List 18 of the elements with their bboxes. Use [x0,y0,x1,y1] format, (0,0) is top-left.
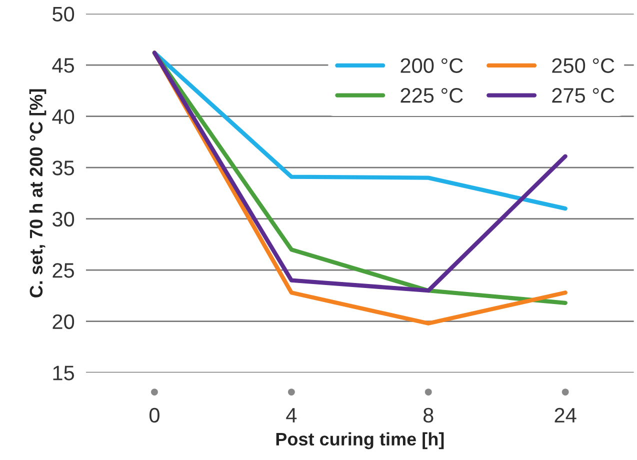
x-axis-title: Post curing time [h] [276,432,444,450]
legend-label: 200 °C [400,58,463,73]
y-axis-title: C. set, 70 h at 200 °C [%] [29,89,46,298]
y-tick-label: 30 [52,212,74,227]
x-tick-label: 0 [149,408,160,423]
y-tick-label: 15 [53,366,74,380]
x-tick-label: 8 [423,408,434,423]
legend-label: 250 °C [552,58,614,73]
x-tick-label: 4 [286,408,297,422]
y-tick-label: 25 [52,263,74,278]
y-tick-label: 35 [52,160,74,176]
legend-label: 225 °C [400,88,463,103]
legend-label: 275 °C [552,88,614,103]
y-tick-label: 50 [52,6,74,22]
y-tick-label: 20 [52,314,74,330]
y-tick-label: 45 [52,58,74,73]
y-tick-label: 40 [52,109,74,124]
x-tick-label: 24 [554,408,576,422]
